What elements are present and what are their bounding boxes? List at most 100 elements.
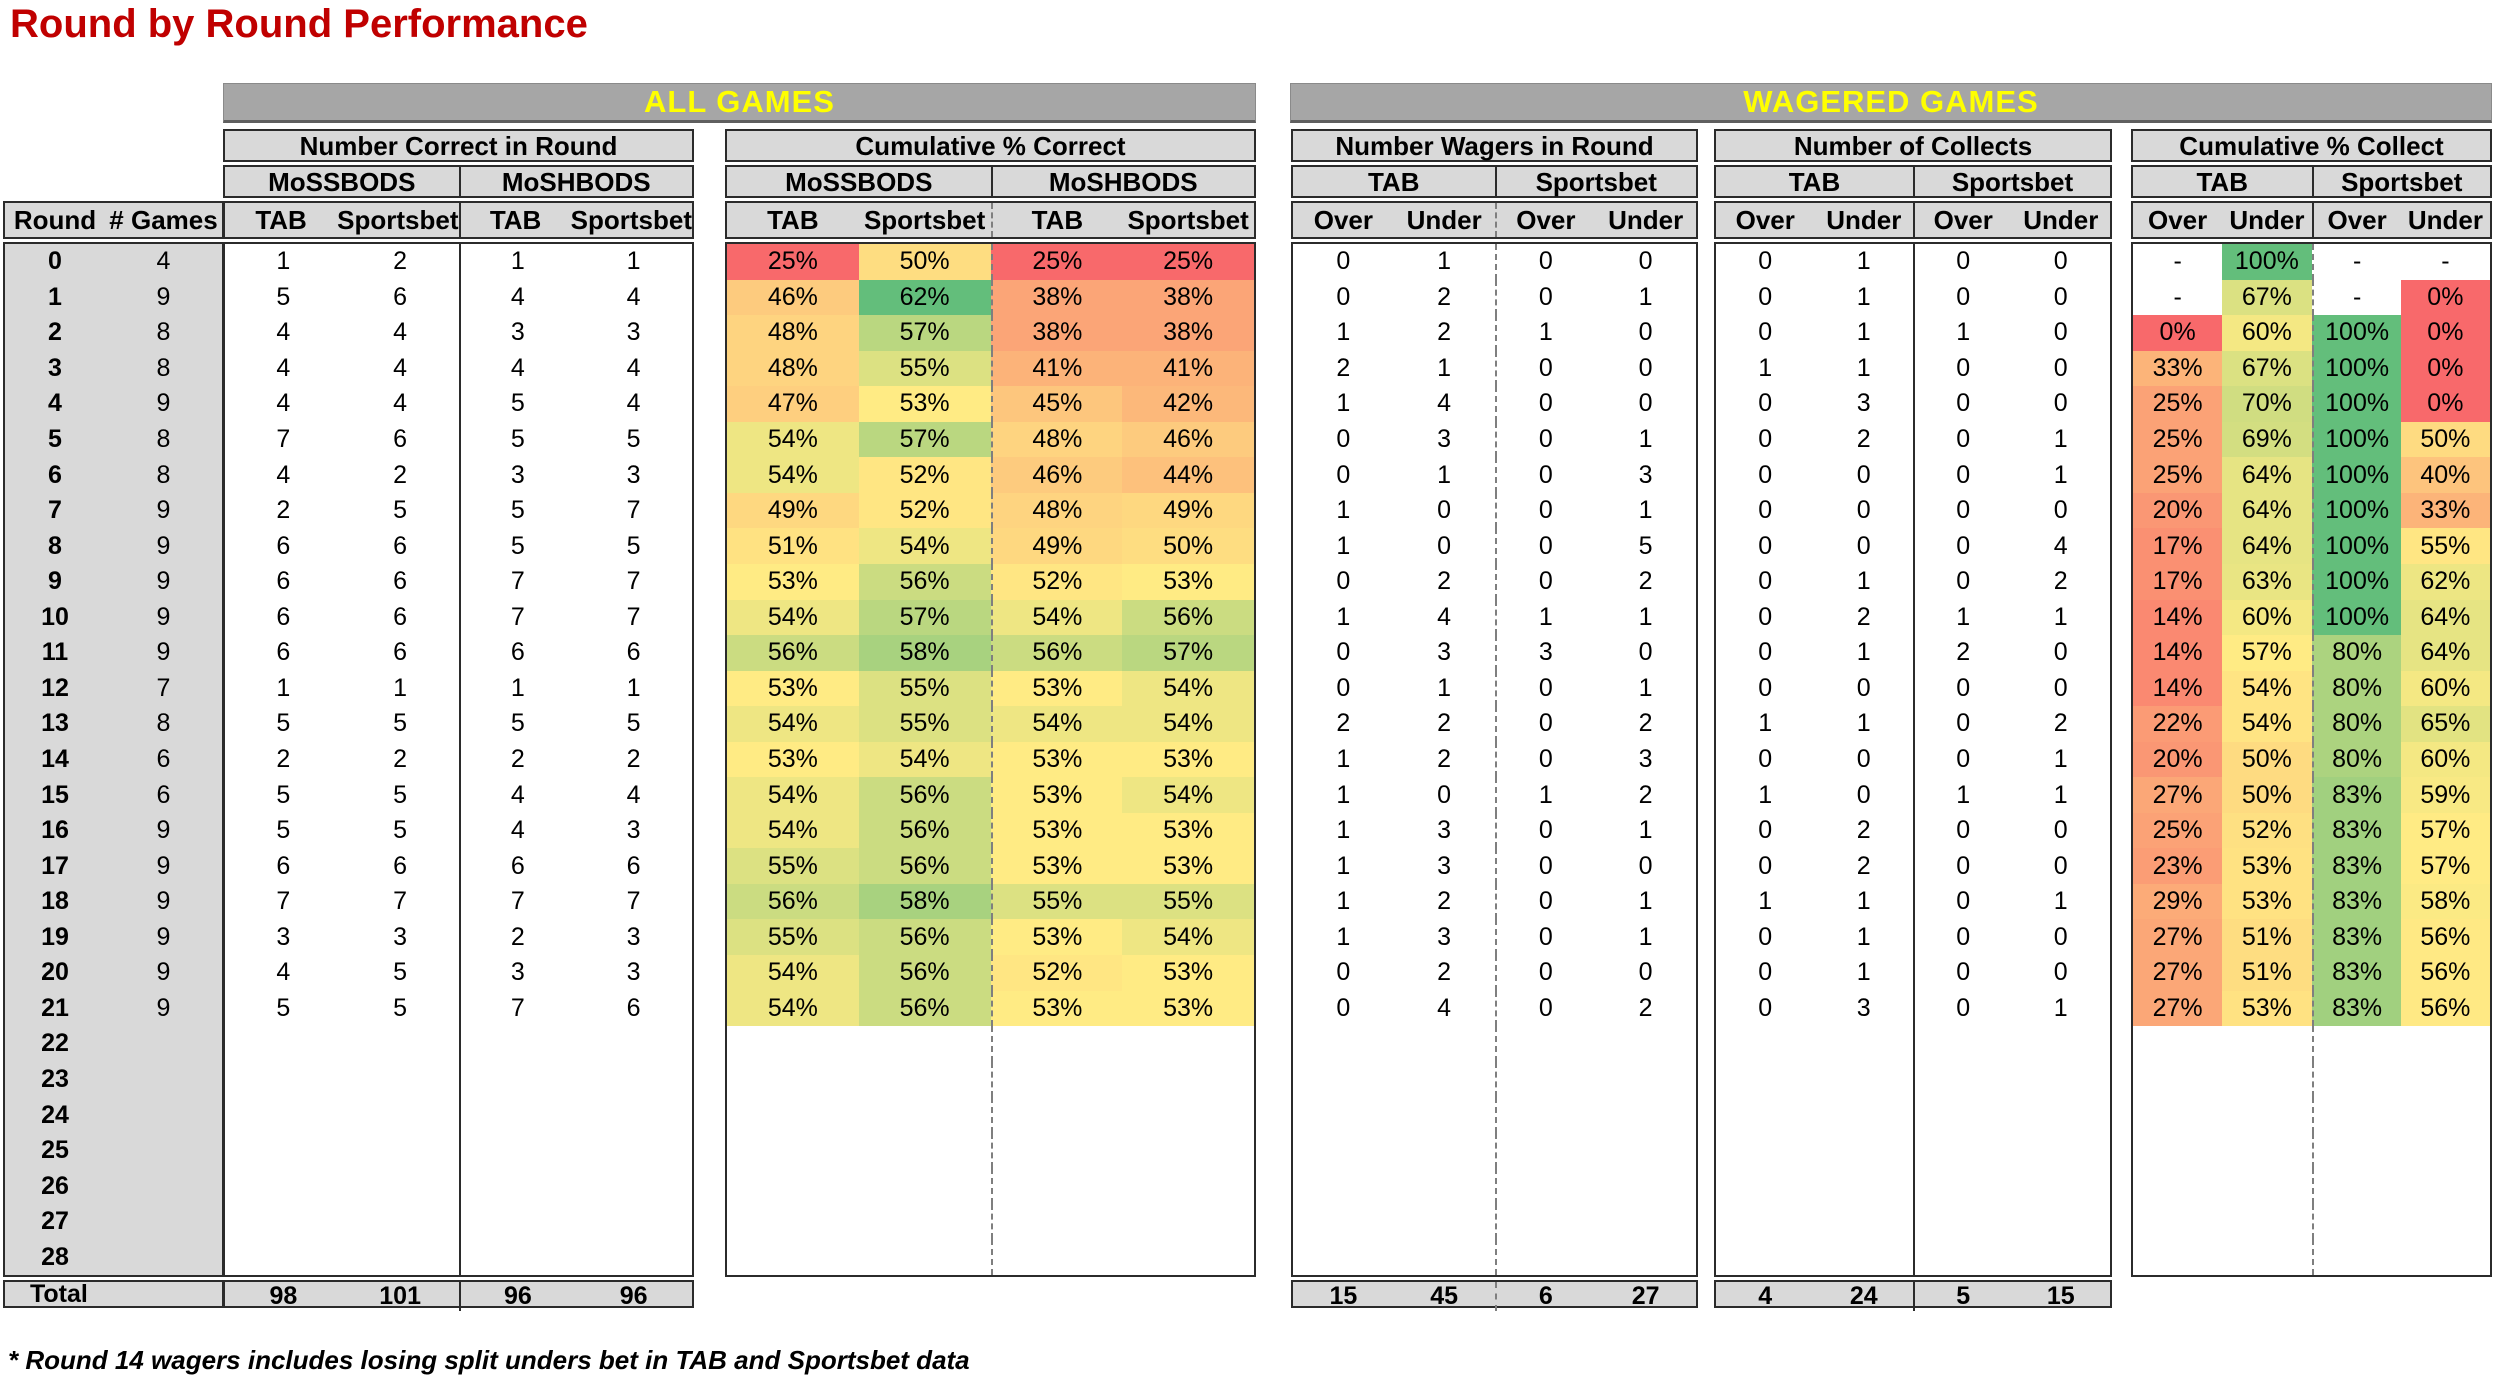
col-header: Sportsbet: [863, 204, 986, 235]
total-cell: 101: [379, 1282, 421, 1310]
table-cell: 25%: [2133, 421, 2223, 458]
games-value: 9: [156, 993, 171, 1022]
table-cell: 53%: [2222, 848, 2312, 884]
table-cell: 0: [1856, 673, 1871, 702]
band-wagered-games: WAGERED GAMES: [1290, 83, 2492, 123]
table-cell: [1293, 1204, 1394, 1240]
table-cell: [2133, 1133, 2222, 1169]
table-cell: [1716, 1168, 1815, 1204]
table-cell: [1815, 1239, 1914, 1275]
table-cell: 0: [1336, 638, 1351, 667]
table-cell: [2401, 1133, 2490, 1169]
table-cell: 53%: [1122, 990, 1254, 1027]
table-cell: [1494, 1026, 1596, 1062]
table-cell: 0: [1758, 993, 1773, 1022]
table-cell: 56%: [858, 848, 991, 884]
table-cell: [342, 1062, 459, 1098]
round-label: 18: [41, 887, 69, 916]
table-cell: [1913, 1239, 2012, 1275]
table-cell: [342, 1133, 459, 1169]
table-cell: 52%: [858, 457, 991, 493]
table-cell: 0: [2053, 353, 2068, 382]
table-cell: 83%: [2311, 919, 2401, 956]
table-cell: 0: [1336, 673, 1351, 702]
table-cell: 46%: [1122, 421, 1254, 458]
table-cell: [1595, 1026, 1696, 1062]
table-cell: [2311, 1239, 2401, 1275]
group-header-moshbods: MoSHBODS: [458, 167, 693, 198]
table-cell: 0: [1336, 247, 1351, 276]
table-cell: [1494, 1168, 1596, 1204]
table-cell: 54%: [2222, 706, 2312, 742]
table-cell: 49%: [990, 528, 1123, 564]
table-cell: 49%: [727, 492, 859, 529]
table-cell: 2: [1336, 709, 1351, 738]
table-cell: 4: [2053, 531, 2068, 560]
section-title: Number of Collects: [1793, 131, 2033, 161]
table-cell: 62%: [2400, 563, 2490, 600]
table-cell: 57%: [858, 421, 991, 458]
table-cell: [1913, 1168, 2012, 1204]
games-value: 8: [156, 460, 171, 489]
table-cell: 1: [1856, 709, 1871, 738]
table-cell: 0: [1494, 386, 1596, 422]
table-cell: [458, 1168, 576, 1204]
table-cell: 3: [1437, 851, 1452, 880]
table-cell: 54%: [727, 955, 859, 991]
table-cell: 0: [1336, 282, 1351, 311]
table-cell: [575, 1062, 692, 1098]
table-cell: 20%: [2133, 492, 2223, 529]
table-cell: 0: [1913, 279, 2012, 316]
table-cell: [2133, 1239, 2222, 1275]
table-cell: 0: [1638, 389, 1653, 418]
table-cell: [2133, 1062, 2222, 1098]
round-label: 3: [48, 353, 62, 382]
table-cell: 53%: [1122, 955, 1254, 991]
table-cell: 53%: [727, 563, 859, 600]
table-cell: 0: [1494, 706, 1596, 742]
table-cell: 54%: [727, 812, 859, 849]
col-header: Sportsbet: [1127, 204, 1249, 235]
table-cell: 57%: [1122, 635, 1254, 671]
table-cell: 6: [276, 531, 291, 560]
table-cell: 48%: [990, 421, 1123, 458]
table-cell: 5: [458, 706, 576, 742]
table-cell: 7: [393, 887, 408, 916]
table-cell: 27%: [2133, 777, 2223, 813]
table-cell: 1: [1638, 282, 1653, 311]
table-cell: 0: [1758, 531, 1773, 560]
table-cell: 53%: [2222, 883, 2312, 920]
col-header: TAB: [990, 203, 1123, 237]
table-cell: 54%: [727, 457, 859, 493]
table-cell: 1: [1336, 389, 1351, 418]
group-header-sportsbet: Sportsbet: [1913, 167, 2110, 198]
table-cell: 56%: [2400, 990, 2490, 1027]
round-label: 0: [48, 247, 62, 276]
table-cell: [859, 1239, 991, 1275]
table-cell: [1716, 1097, 1815, 1133]
table-cell: 52%: [858, 492, 991, 529]
table-cell: 38%: [1122, 315, 1254, 351]
table-cell: 2: [1336, 353, 1351, 382]
table-cell: 56%: [858, 563, 991, 600]
round-label: 19: [41, 922, 69, 951]
table-cell: 4: [626, 780, 641, 809]
table-cell: 0: [1758, 816, 1773, 845]
table-cell: 3: [458, 315, 576, 351]
table-cell: 0: [1638, 958, 1653, 987]
table-cell: 83%: [2311, 777, 2401, 813]
table-cell: 0: [1494, 741, 1596, 778]
round-label: 17: [41, 851, 69, 880]
table-cell: 56%: [1122, 599, 1254, 636]
table-cell: 5: [1638, 531, 1653, 560]
table-cell: 4: [458, 279, 576, 316]
table-cell: [1595, 1239, 1696, 1275]
table-cell: 6: [393, 425, 408, 454]
table-cell: [1913, 1026, 2012, 1062]
table-cell: 53%: [858, 386, 991, 422]
table-cell: 0: [1913, 955, 2012, 991]
table-cell: 0%: [2400, 279, 2490, 316]
table-cell: 1: [458, 244, 576, 280]
table-cell: 6: [458, 848, 576, 884]
total-row-label: Total: [3, 1280, 224, 1308]
